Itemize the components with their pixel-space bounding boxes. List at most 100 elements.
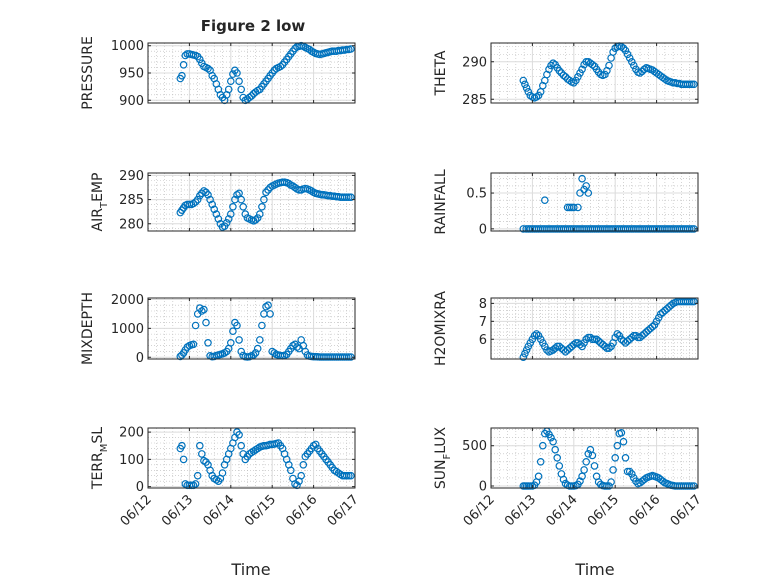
data-point (559, 71, 568, 80)
data-point (687, 80, 696, 89)
data-point (590, 335, 599, 344)
data-point (545, 65, 553, 74)
data-point (588, 60, 597, 69)
data-point (286, 466, 295, 475)
data-point (212, 210, 221, 218)
data-point (638, 67, 646, 76)
data-point (222, 219, 231, 227)
y-tick-label: 200 (119, 426, 144, 441)
data-point (237, 347, 246, 356)
data-point (603, 482, 611, 490)
axes-rainfall: 0 0.5 RAINFALL (433, 169, 699, 237)
x-tick-label: 06/15 (242, 492, 279, 529)
data-point (636, 69, 644, 77)
data-point (576, 477, 584, 486)
data-point (526, 482, 535, 490)
y-tick-label: 7 (479, 315, 487, 330)
data-point (229, 203, 237, 211)
data-point (227, 338, 235, 347)
data-point (609, 466, 617, 474)
data-point (204, 191, 212, 199)
data-point (255, 210, 264, 218)
data-point (685, 225, 694, 233)
data-point (208, 200, 217, 209)
data-point (534, 91, 543, 100)
data-point (613, 330, 622, 338)
x-tick-label: 06/13 (502, 492, 539, 529)
data-point (540, 196, 549, 205)
data-point (178, 351, 186, 359)
data-point (311, 440, 320, 449)
data-point (582, 182, 591, 190)
data-point (233, 321, 241, 330)
data-point (235, 430, 243, 439)
y-tick-label: 1000 (111, 39, 144, 54)
data-point (625, 467, 634, 476)
data-point (224, 215, 233, 223)
data-point (530, 331, 539, 340)
data-point (204, 338, 212, 347)
y-tick-label: 900 (119, 94, 144, 109)
y-tick-label: 500 (462, 439, 487, 454)
data-point (224, 85, 233, 94)
y-tick-label: 0.5 (466, 187, 487, 202)
data-point (181, 51, 190, 60)
x-tick-label: 06/12 (461, 492, 498, 529)
data-point (574, 203, 582, 212)
data-point (605, 344, 613, 353)
y-tick-label: 6 (479, 333, 487, 348)
x-tick-label: 06/17 (325, 492, 362, 529)
data-point (582, 57, 591, 66)
data-point (344, 471, 353, 480)
data-point (578, 174, 586, 183)
x-tick-label: 06/16 (626, 492, 663, 529)
data-point (690, 80, 698, 89)
data-point (191, 198, 200, 206)
data-point (191, 480, 200, 488)
data-point (601, 70, 609, 79)
y-tick-label: 285 (119, 193, 144, 208)
data-point (576, 340, 584, 349)
y-tick-label: 0 (479, 222, 487, 237)
data-point (235, 336, 243, 344)
data-point (553, 453, 562, 462)
data-point (229, 70, 237, 78)
data-point (233, 191, 241, 199)
data-point (189, 199, 198, 208)
data-point (561, 479, 570, 488)
data-point (258, 203, 266, 211)
data-point (522, 84, 531, 92)
x-axis-label-left: Time (230, 560, 270, 579)
y-tick-label: 0 (136, 351, 144, 366)
y-axis-label: PRESSURE (80, 36, 96, 110)
y-tick-label: 8 (479, 297, 487, 312)
y-tick-label: 285 (462, 93, 487, 108)
y-axis-label: H2OMIXRA (433, 291, 449, 366)
data-point (189, 340, 198, 349)
axes-mixdepth: 0 1000 2000 MIXDEPTH (80, 292, 356, 366)
axes-frame (147, 427, 356, 489)
axes-frame (490, 172, 699, 232)
data-point (299, 460, 308, 469)
data-point (617, 428, 626, 437)
figure-title: Figure 2 low (201, 17, 306, 35)
data-point (196, 191, 204, 200)
x-tick-label: 06/17 (668, 492, 705, 529)
data-point (198, 450, 206, 458)
data-point (603, 344, 611, 353)
data-point (605, 61, 613, 70)
data-point (185, 200, 194, 209)
data-point (255, 336, 264, 344)
x-tick-label: 06/14 (544, 492, 581, 529)
x-tick-label: 06/15 (585, 492, 622, 529)
data-point (621, 453, 630, 462)
data-point (206, 195, 214, 204)
data-point (532, 330, 541, 338)
data-point (538, 441, 547, 450)
data-point (347, 45, 355, 53)
data-point (347, 471, 355, 480)
data-point (648, 322, 657, 331)
data-point (536, 457, 545, 466)
data-point (237, 85, 246, 94)
data-point (237, 195, 246, 204)
